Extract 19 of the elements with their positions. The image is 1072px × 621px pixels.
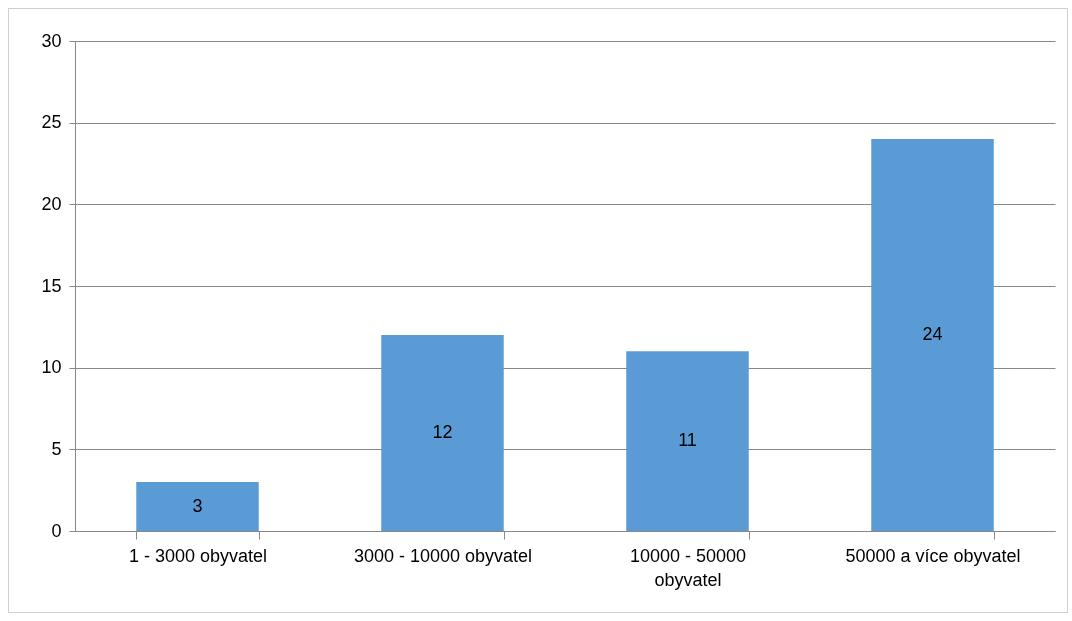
- y-tick-label: 20: [41, 193, 62, 214]
- y-tick-label: 25: [41, 112, 62, 133]
- bar: [626, 351, 749, 531]
- bar: [871, 139, 994, 531]
- data-label: 3: [192, 495, 203, 516]
- data-label: 24: [922, 324, 943, 344]
- y-tick-label: 15: [41, 275, 62, 296]
- x-tick-label: 10000 - 50000 obyvatel: [629, 545, 747, 590]
- data-label: 11: [678, 430, 697, 451]
- x-tick-label: 1 - 3000 obyvatel: [128, 545, 268, 566]
- y-tick-label: 10: [41, 357, 62, 378]
- data-label: 12: [432, 422, 453, 442]
- y-tick-label: 0: [51, 520, 62, 541]
- x-tick-label: 50000 a více obyvatel: [845, 545, 1021, 566]
- bar: [381, 335, 504, 531]
- x-tick-label: 3000 - 10000 obyvatel: [353, 545, 533, 566]
- bar: [136, 482, 259, 531]
- y-tick-label: 30: [41, 30, 62, 51]
- y-tick-label: 5: [51, 438, 62, 459]
